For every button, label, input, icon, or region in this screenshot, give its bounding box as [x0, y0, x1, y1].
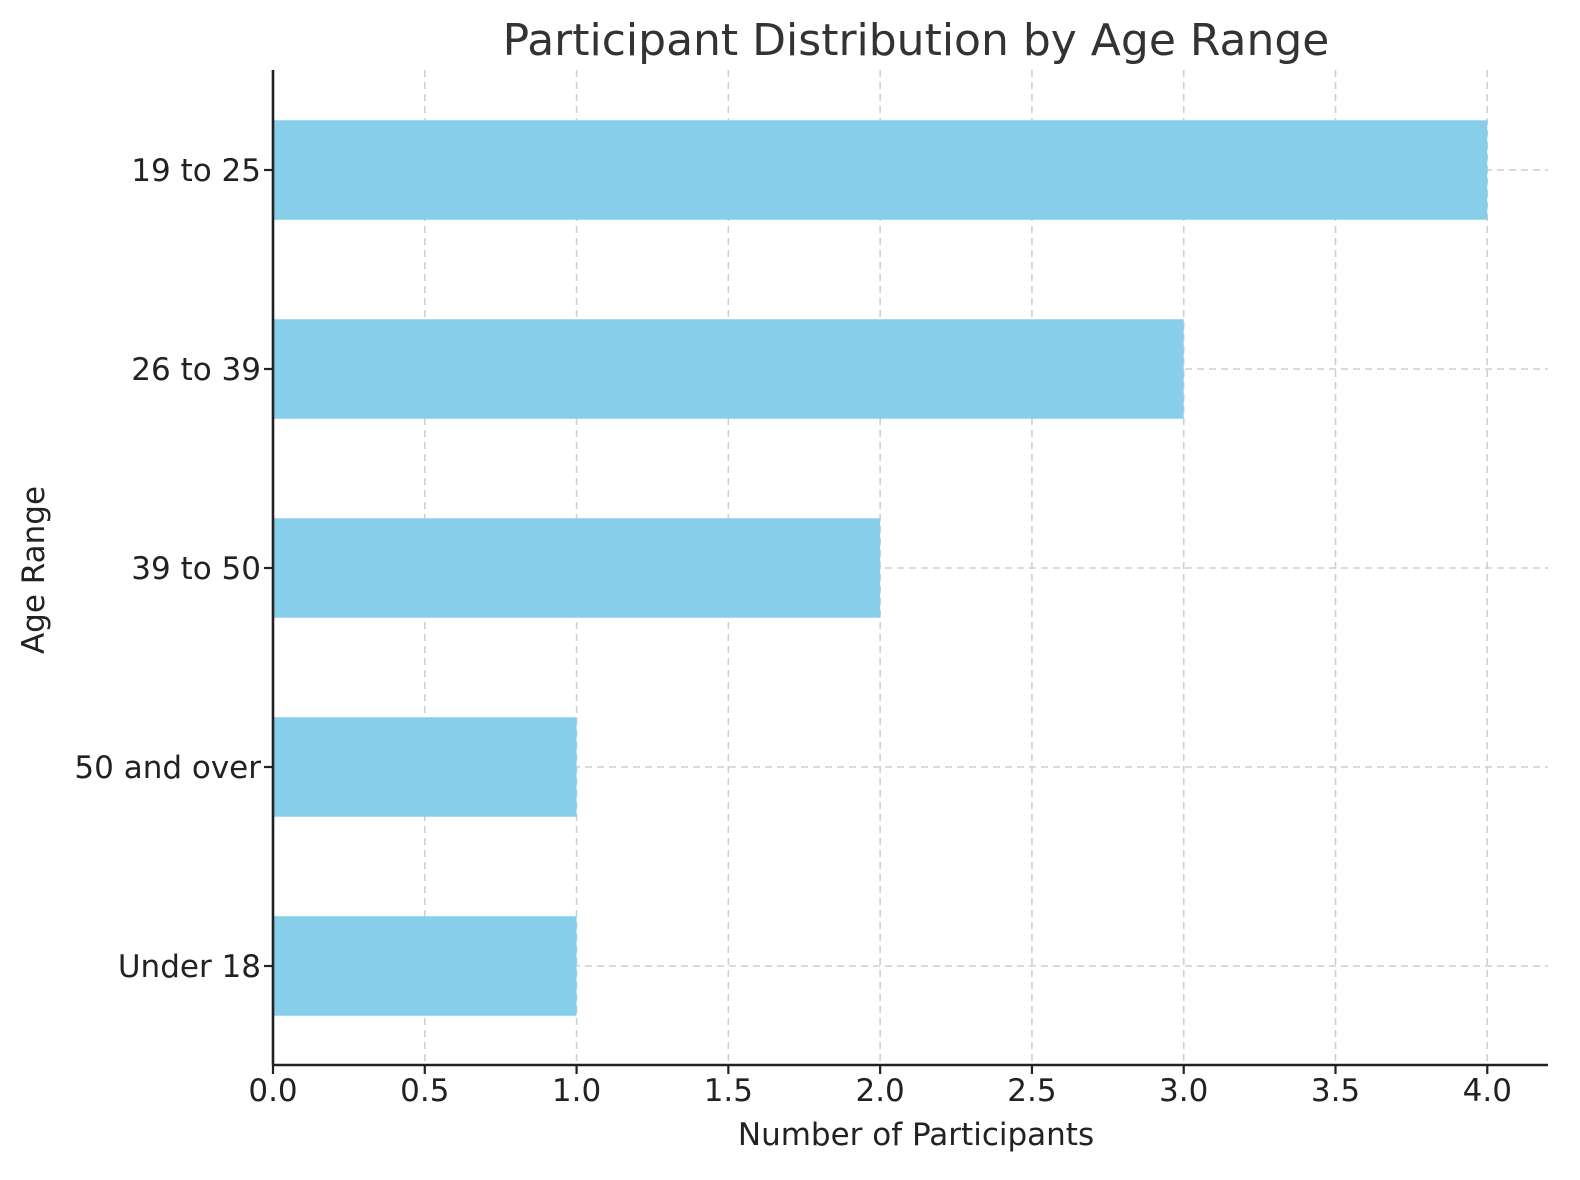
y-tick-label: 26 to 39 [131, 352, 261, 388]
y-tick-label: Under 18 [118, 949, 261, 985]
bar-26-to-39 [273, 319, 1184, 419]
x-tick-label: 3.0 [1159, 1073, 1208, 1109]
bar-39-to-50 [273, 518, 881, 618]
x-tick-label: 0.5 [400, 1073, 449, 1109]
bar-50-and-over [273, 717, 577, 817]
x-tick-label: 2.5 [1007, 1073, 1056, 1109]
y-axis-label: Age Range [16, 486, 52, 654]
x-tick-label: 1.0 [552, 1073, 601, 1109]
y-tick-label: 50 and over [74, 750, 261, 786]
bar-19-to-25 [273, 120, 1488, 220]
x-tick-label: 4.0 [1463, 1073, 1512, 1109]
bars [273, 120, 1488, 1016]
bar-under-18 [273, 916, 577, 1016]
x-tick-label: 2.0 [855, 1073, 904, 1109]
chart-title: Participant Distribution by Age Range [503, 15, 1330, 66]
y-tick-label: 19 to 25 [131, 153, 261, 189]
x-axis-label: Number of Participants [738, 1117, 1094, 1153]
x-tick-label: 3.5 [1311, 1073, 1360, 1109]
x-tick-label: 0.0 [248, 1073, 297, 1109]
y-tick-label: 39 to 50 [131, 551, 261, 587]
axes: 0.0 0.5 1.0 1.5 2.0 2.5 3.0 3.5 4.0 19 to 25 26 to… [74, 70, 1548, 1109]
x-tick-label: 1.5 [704, 1073, 753, 1109]
